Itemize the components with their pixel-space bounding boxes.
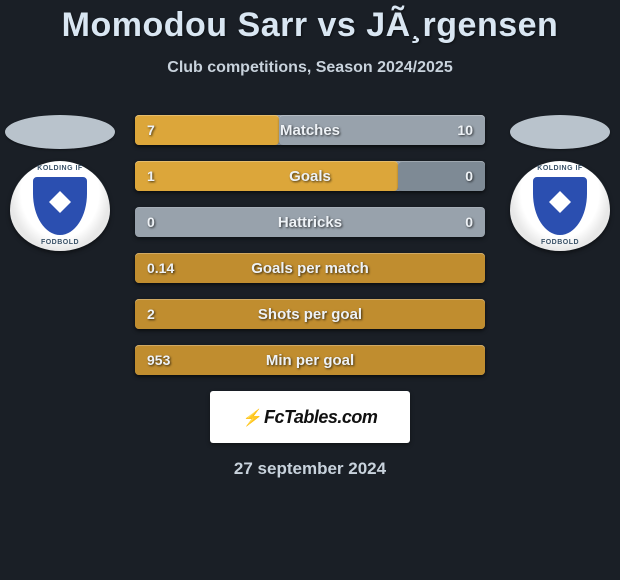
stat-bars-container: 710Matches 10Goals 0 0Hattricks 0.14Goals pe…	[135, 115, 485, 375]
stat-row: 953Min per goal	[135, 345, 485, 375]
stat-row: 0.14Goals per match	[135, 253, 485, 283]
player-left-avatar-placeholder	[5, 115, 115, 149]
footer-brand-text: FcTables.com	[264, 407, 377, 427]
stat-row: 10Goals	[135, 161, 485, 191]
snapshot-date: 27 september 2024	[0, 459, 620, 479]
footer-brand-box[interactable]: ⚡FcTables.com	[210, 391, 410, 443]
stat-fill-left	[135, 115, 279, 145]
badge-text-bottom: FODBOLD	[10, 239, 110, 246]
stat-fill-left	[135, 345, 485, 375]
player-left-column: KOLDING IF FODBOLD	[0, 115, 120, 251]
badge-text-top: KOLDING IF	[10, 165, 110, 172]
comparison-title: Momodou Sarr vs JÃ¸rgensen	[0, 0, 620, 45]
stat-fill-left	[135, 253, 485, 283]
player-right-club-badge: KOLDING IF FODBOLD	[510, 161, 610, 251]
player-left-club-badge: KOLDING IF FODBOLD	[10, 161, 110, 251]
comparison-subtitle: Club competitions, Season 2024/2025	[0, 59, 620, 77]
bolt-icon: ⚡	[241, 408, 263, 428]
stat-fill-right	[279, 115, 486, 145]
badge-text-bottom: FODBOLD	[510, 239, 610, 246]
comparison-body: KOLDING IF FODBOLD KOLDING IF FODBOLD 71…	[0, 115, 620, 375]
player-right-avatar-placeholder	[510, 115, 610, 149]
shield-icon	[531, 175, 589, 237]
stat-row: 2Shots per goal	[135, 299, 485, 329]
stat-row: 0 0Hattricks	[135, 207, 485, 237]
player-right-column: KOLDING IF FODBOLD	[500, 115, 620, 251]
stat-fill-right	[398, 161, 486, 191]
shield-icon	[31, 175, 89, 237]
stat-value-right: 0	[465, 207, 473, 237]
badge-text-top: KOLDING IF	[510, 165, 610, 172]
stat-value-left: 0	[147, 207, 155, 237]
stat-fill-left	[135, 161, 398, 191]
stat-row: 710Matches	[135, 115, 485, 145]
stat-label: Hattricks	[135, 207, 485, 237]
stat-fill-left	[135, 299, 485, 329]
fctables-logo: ⚡FcTables.com	[243, 407, 378, 428]
